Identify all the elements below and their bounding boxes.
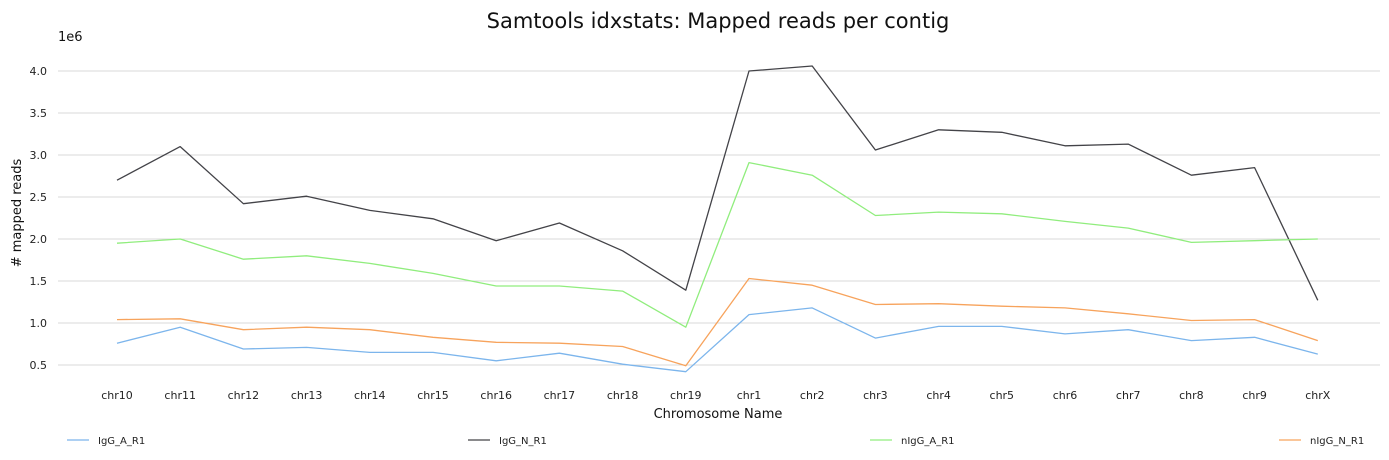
legend-item-nIgG_N_R1[interactable]: nIgG_N_R1 [1279,436,1364,447]
x-tick-label: chr3 [863,389,888,402]
y-tick-label: 0.5 [30,359,48,372]
x-tick-label: chr16 [480,389,512,402]
legend-label: IgG_N_R1 [499,436,547,447]
x-tick-label: chr11 [164,389,196,402]
x-tick-label: chr7 [1116,389,1141,402]
x-tick-label: chr6 [1053,389,1078,402]
x-tick-label: chr17 [544,389,576,402]
legend: IgG_A_R1 IgG_N_R1 nIgG_A_R1 nIgG_N_R1 [67,436,1364,447]
legend-label: nIgG_N_R1 [1310,436,1364,447]
x-tick-label: chrX [1305,389,1331,402]
y-tick-label: 1.5 [30,275,48,288]
chart-title: Samtools idxstats: Mapped reads per cont… [487,9,950,33]
x-tick-label: chr8 [1179,389,1204,402]
series-lines [116,65,1319,373]
x-tick-label: chr2 [800,389,825,402]
x-tick-label: chr1 [737,389,762,402]
y-tick-label: 3.0 [30,149,48,162]
x-axis-ticks: chr10 chr11 chr12 chr13 chr14 chr15 chr16 chr17… [101,389,1331,402]
legend-label: IgG_A_R1 [98,436,145,447]
y-tick-label: 2.5 [30,191,48,204]
x-tick-label: chr4 [926,389,951,402]
series-line-nIgG_A_R1 [116,161,1318,328]
legend-item-IgG_N_R1[interactable]: IgG_N_R1 [468,436,547,447]
y-tick-label: 2.0 [30,233,48,246]
y-tick-label: 4.0 [30,65,48,78]
x-tick-label: chr5 [990,389,1015,402]
x-tick-label: chr19 [670,389,702,402]
y-axis-multiplier: 1e6 [58,30,83,45]
series-line-nIgG_N_R1 [116,277,1319,367]
y-tick-label: 1.0 [30,317,48,330]
y-axis-ticks: 0.5 1.0 1.5 2.0 2.5 3.0 3.5 4.0 [30,65,48,372]
x-axis-label: Chromosome Name [654,407,783,422]
y-tick-label: 3.5 [30,107,48,120]
x-tick-label: chr18 [607,389,639,402]
y-axis-label: # mapped reads [10,158,25,267]
gridlines [58,70,1380,366]
legend-label: nIgG_A_R1 [901,436,955,447]
legend-item-nIgG_A_R1[interactable]: nIgG_A_R1 [870,436,955,447]
legend-item-IgG_A_R1[interactable]: IgG_A_R1 [67,436,145,447]
x-tick-label: chr12 [228,389,260,402]
x-tick-label: chr9 [1242,389,1267,402]
x-tick-label: chr14 [354,389,386,402]
x-tick-label: chr10 [101,389,133,402]
x-tick-label: chr13 [291,389,323,402]
series-line-IgG_N_R1 [116,65,1319,301]
x-tick-label: chr15 [417,389,449,402]
series-line-IgG_A_R1 [116,307,1318,373]
